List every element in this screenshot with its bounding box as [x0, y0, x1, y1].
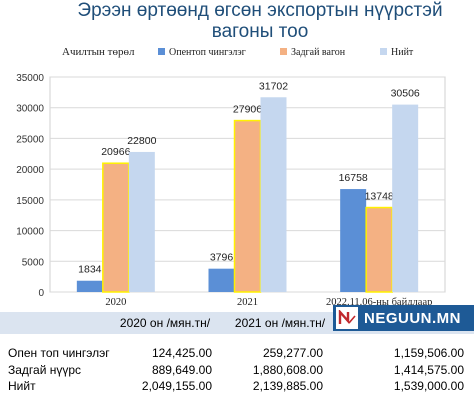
chart-title-line2: вагоны тоо [211, 21, 309, 42]
table-cell: 259,277.00 [262, 346, 323, 360]
table-cell: 1,414,575.00 [393, 363, 464, 377]
y-tick-label: 25000 [16, 134, 44, 145]
data-label: 22800 [127, 135, 156, 147]
neguun-logo-icon [336, 307, 358, 329]
y-tick-label: 20000 [16, 165, 44, 176]
data-label: 20966 [101, 146, 130, 158]
legend-label: Задгай вагон [291, 47, 346, 58]
x-tick-label: 2021 [237, 297, 258, 308]
legend-swatch [280, 48, 287, 55]
data-label: 1834 [78, 264, 102, 276]
table-cell: 1,539,000.00 [393, 379, 464, 393]
table-cell: 889,649.00 [151, 363, 212, 377]
table-cell: 2,049,155.00 [141, 379, 212, 393]
table-cell: 124,425.00 [151, 346, 212, 360]
bar-1-2021 [208, 268, 235, 292]
bar-1-2022 [340, 189, 367, 292]
y-tick-label: 10000 [16, 227, 44, 238]
table-header-2020: 2020 он /мян.тн/ [119, 316, 211, 330]
table-cell: 1,880,608.00 [252, 363, 323, 377]
bar-3-2020 [128, 151, 155, 292]
data-label: 31702 [259, 80, 288, 92]
data-label: 27906 [233, 104, 262, 116]
bar-2-2021 [233, 119, 262, 293]
table-row: Опен топ чингэлэг 124,425.00 259,277.00 … [0, 345, 474, 361]
legend-title: Ачилтын төрөл [62, 46, 135, 58]
data-label: 30506 [391, 88, 420, 100]
neguun-logo[interactable]: NEGUUN.MN [333, 305, 474, 331]
table-header-2021: 2021 он /мян.тн/ [234, 316, 326, 330]
legend-label: Нийт [391, 47, 414, 58]
y-tick-label: 15000 [16, 196, 44, 207]
y-tick-label: 5000 [22, 257, 45, 268]
bar-3-2021 [260, 97, 287, 292]
data-label: 16758 [339, 172, 368, 184]
x-tick-label: 2022.11.06-ны байдлаар [326, 297, 432, 308]
bar-2-2022 [365, 206, 393, 293]
table-row: Нийт 2,049,155.00 2,139,885.00 1,539,000… [0, 378, 474, 394]
table-row-label: Опен топ чингэлэг [8, 346, 110, 360]
data-label: 13748 [365, 191, 394, 203]
bar-chart: 0 5000 10000 15000 20000 25000 30000 35000 1834 2… [16, 46, 446, 308]
y-tick-label: 0 [38, 288, 44, 299]
y-tick-label: 30000 [16, 104, 44, 115]
legend-label: Опентоп чингэлэг [169, 47, 246, 58]
bar-2-2020 [102, 162, 130, 293]
bar-3-2022 [392, 104, 419, 292]
table-row-label: Задгай нүүрс [8, 363, 82, 377]
y-tick-label: 35000 [16, 73, 44, 84]
data-label: 3796 [210, 252, 234, 264]
table-cell: 1,159,506.00 [393, 346, 464, 360]
logo-text: NEGUUN.MN [364, 309, 461, 327]
table-row: Задгай нүүрс 889,649.00 1,880,608.00 1,4… [0, 362, 474, 378]
legend-swatch [380, 48, 387, 55]
x-tick-label: 2020 [105, 297, 126, 308]
table-cell: 2,139,885.00 [252, 379, 323, 393]
legend-swatch [158, 48, 165, 55]
chart-title-line1: Эрээн өртөөнд өгсөн экспортын нүүрстэй [77, 0, 443, 21]
table-row-label: Нийт [8, 379, 36, 393]
bar-1-2020 [76, 280, 103, 292]
